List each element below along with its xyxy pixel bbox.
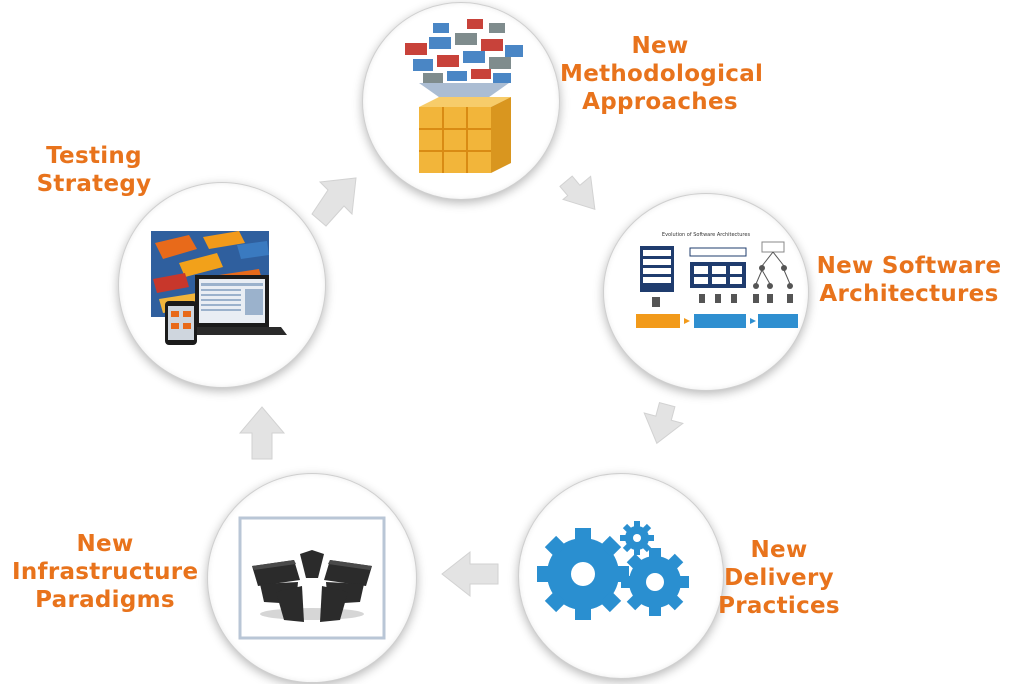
- label-methodological: New Methodological Approaches: [560, 33, 764, 115]
- label-infrastructure-paradigms: New Infrastructure Paradigms: [12, 531, 199, 613]
- label-delivery-practices: New Delivery Practices: [718, 537, 840, 619]
- delivery-practices-node: [518, 473, 724, 679]
- architecture-diagram-icon: Evolution of Software Architectures: [636, 232, 798, 328]
- arch-thumbnail-title: Evolution of Software Architectures: [662, 232, 751, 238]
- devices-icon: [151, 231, 287, 345]
- gears-icon: [537, 521, 689, 620]
- label-testing-strategy: Testing Strategy: [36, 143, 152, 197]
- arrow-testing-to-methodological: [304, 172, 364, 228]
- software-architectures-node: Evolution of Software Architectures: [603, 193, 809, 391]
- methodological-node: [362, 2, 560, 200]
- testing-strategy-node: [118, 182, 326, 388]
- server-cluster-icon: [238, 516, 386, 640]
- label-software-architectures: New Software Architectures: [816, 253, 1002, 307]
- data-funnel-cube-icon: [405, 19, 523, 173]
- arrow-infrastructure-to-testing: [236, 404, 288, 462]
- arrow-architectures-to-delivery: [636, 398, 688, 450]
- arrow-methodological-to-architectures: [556, 168, 608, 220]
- arrow-delivery-to-infrastructure: [440, 548, 500, 600]
- infrastructure-paradigms-node: [207, 473, 417, 683]
